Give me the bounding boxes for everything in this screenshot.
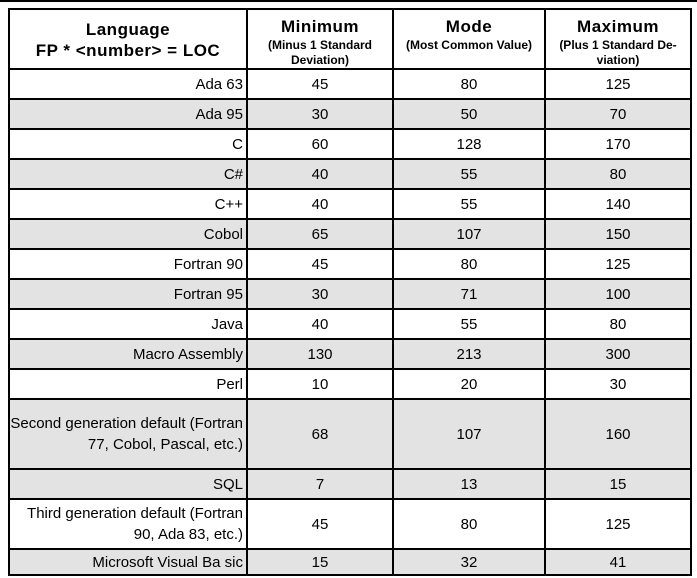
language-cell: Java (8, 308, 248, 340)
minimum-cell: 40 (246, 158, 394, 190)
minimum-cell: 68 (246, 398, 394, 470)
minimum-cell: 130 (246, 338, 394, 370)
mode-cell: 32 (392, 548, 546, 576)
mode-cell: 20 (392, 368, 546, 400)
maximum-cell: 15 (544, 468, 692, 500)
mode-cell: 213 (392, 338, 546, 370)
minimum-header-subtitle: (Minus 1 Standard Deviation) (267, 38, 372, 67)
table-header: Language FP * <number> = LOC Minimum (Mi… (8, 8, 692, 70)
table-row: Fortran 90 45 80 125 (8, 248, 692, 280)
minimum-cell: 7 (246, 468, 394, 500)
table-row: Microsoft Visual Ba sic 15 32 41 (8, 548, 692, 576)
maximum-cell: 300 (544, 338, 692, 370)
mode-header-subtitle: (Most Common Value) (405, 38, 532, 52)
language-cell: SQL (8, 468, 248, 500)
language-cell: Cobol (8, 218, 248, 250)
maximum-cell: 80 (544, 158, 692, 190)
maximum-header-title: Maximum (577, 17, 659, 36)
language-header-title: Language (85, 20, 171, 39)
minimum-cell: 65 (246, 218, 394, 250)
minimum-cell: 10 (246, 368, 394, 400)
table-row: SQL 7 13 15 (8, 468, 692, 500)
mode-cell: 80 (392, 248, 546, 280)
minimum-cell: 45 (246, 68, 394, 100)
mode-cell: 13 (392, 468, 546, 500)
mode-cell: 55 (392, 158, 546, 190)
language-cell: C (8, 128, 248, 160)
mode-cell: 71 (392, 278, 546, 310)
maximum-cell: 125 (544, 248, 692, 280)
table-row: Second generation default (Fortran 77, C… (8, 398, 692, 470)
mode-header-title: Mode (445, 17, 493, 36)
maximum-cell: 150 (544, 218, 692, 250)
table-body: Ada 63 45 80 125 Ada 95 30 50 70 C 60 12… (8, 68, 692, 576)
minimum-cell: 15 (246, 548, 394, 576)
table-row: Cobol 65 107 150 (8, 218, 692, 250)
language-cell: C++ (8, 188, 248, 220)
minimum-cell: 30 (246, 98, 394, 130)
maximum-cell: 140 (544, 188, 692, 220)
table-row: Perl 10 20 30 (8, 368, 692, 400)
language-cell: Fortran 90 (8, 248, 248, 280)
maximum-cell: 125 (544, 498, 692, 550)
maximum-cell: 41 (544, 548, 692, 576)
table-row: Java 40 55 80 (8, 308, 692, 340)
top-rule (0, 0, 697, 2)
language-cell: Second generation default (Fortran 77, C… (8, 398, 248, 470)
language-cell: Third generation default (Fortran 90, Ad… (8, 498, 248, 550)
minimum-cell: 45 (246, 498, 394, 550)
maximum-cell: 30 (544, 368, 692, 400)
mode-cell: 55 (392, 308, 546, 340)
column-header-maximum: Maximum (Plus 1 Standard De-viation) (544, 8, 692, 70)
table-row: C# 40 55 80 (8, 158, 692, 190)
mode-cell: 107 (392, 398, 546, 470)
mode-cell: 80 (392, 68, 546, 100)
language-loc-table: Language FP * <number> = LOC Minimum (Mi… (8, 8, 692, 576)
minimum-cell: 40 (246, 188, 394, 220)
table-row: Ada 95 30 50 70 (8, 98, 692, 130)
table-row: Fortran 95 30 71 100 (8, 278, 692, 310)
table-row: Ada 63 45 80 125 (8, 68, 692, 100)
language-cell: Perl (8, 368, 248, 400)
language-header-formula: FP * <number> = LOC (35, 41, 221, 60)
mode-cell: 128 (392, 128, 546, 160)
column-header-language: Language FP * <number> = LOC (8, 8, 248, 70)
maximum-cell: 70 (544, 98, 692, 130)
column-header-mode: Mode (Most Common Value) (392, 8, 546, 70)
mode-cell: 107 (392, 218, 546, 250)
table-row: Macro Assembly 130 213 300 (8, 338, 692, 370)
table-row: C 60 128 170 (8, 128, 692, 160)
header-row: Language FP * <number> = LOC Minimum (Mi… (8, 8, 692, 70)
mode-cell: 55 (392, 188, 546, 220)
maximum-cell: 125 (544, 68, 692, 100)
language-cell: Ada 63 (8, 68, 248, 100)
language-cell: C# (8, 158, 248, 190)
maximum-cell: 160 (544, 398, 692, 470)
language-cell: Macro Assembly (8, 338, 248, 370)
maximum-cell: 170 (544, 128, 692, 160)
maximum-header-subtitle: (Plus 1 Standard De-viation) (559, 38, 677, 67)
table-row: C++ 40 55 140 (8, 188, 692, 220)
language-cell: Microsoft Visual Ba sic (8, 548, 248, 576)
column-header-minimum: Minimum (Minus 1 Standard Deviation) (246, 8, 394, 70)
maximum-cell: 80 (544, 308, 692, 340)
minimum-cell: 30 (246, 278, 394, 310)
minimum-header-title: Minimum (280, 17, 360, 36)
minimum-cell: 60 (246, 128, 394, 160)
language-cell: Ada 95 (8, 98, 248, 130)
minimum-cell: 40 (246, 308, 394, 340)
minimum-cell: 45 (246, 248, 394, 280)
mode-cell: 50 (392, 98, 546, 130)
language-cell: Fortran 95 (8, 278, 248, 310)
maximum-cell: 100 (544, 278, 692, 310)
mode-cell: 80 (392, 498, 546, 550)
table-row: Third generation default (Fortran 90, Ad… (8, 498, 692, 550)
